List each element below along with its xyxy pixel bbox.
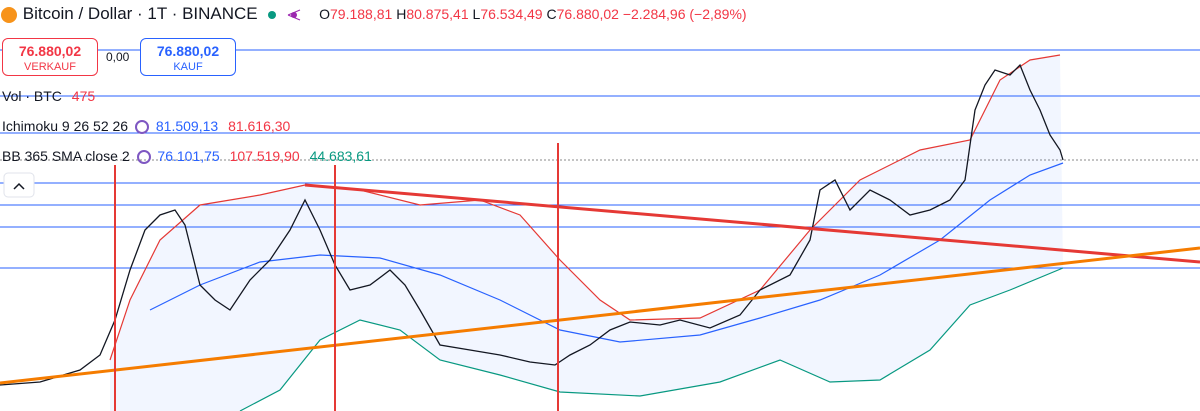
volume-legend[interactable]: Vol · BTC 475 [2, 88, 95, 104]
buy-button[interactable]: 76.880,02 KAUF [140, 38, 236, 76]
indicator-value: 475 [71, 88, 96, 104]
collapse-button[interactable] [3, 172, 35, 198]
change-value: −2.284,96 (−2,89%) [622, 6, 747, 22]
ohlc-value: 76.534,49 [480, 6, 543, 22]
symbol-title[interactable]: Bitcoin / Dollar · 1T · BINANCE [22, 4, 258, 23]
indicator-name: Ichimoku 9 26 52 26 [2, 118, 129, 134]
spread: 0,00 [106, 50, 130, 64]
bb-basis [149, 162, 1064, 343]
bb-fill [110, 55, 1063, 411]
indicator-name: Vol · BTC [2, 88, 62, 104]
indicator-value: 76.101,75 [157, 148, 220, 164]
ichimoku-legend[interactable]: Ichimoku 9 26 52 26 81.509,13 81.616,30 [2, 118, 290, 135]
ohlc-value: 80.875,41 [406, 6, 469, 22]
buy-label: KAUF [173, 61, 203, 73]
ohlc-value: 79.188,81 [330, 6, 393, 22]
trend-line-red [304, 183, 1200, 264]
ohlc-label: L [472, 6, 481, 22]
sell-label: VERKAUF [24, 61, 76, 73]
indicator-name: BB 365 SMA close 2 [2, 148, 130, 164]
indicator-value: 44.683,61 [309, 148, 372, 164]
indicator-value: 81.509,13 [155, 118, 219, 134]
indicator-icon [136, 150, 151, 165]
price-path [0, 63, 1064, 386]
btc-icon [1, 6, 17, 23]
indicator-icon [134, 120, 149, 135]
bb-upper [109, 54, 1061, 361]
status-icons[interactable] [262, 6, 308, 24]
buy-price: 76.880,02 [156, 43, 220, 59]
ohlc-label: C [546, 6, 557, 22]
sell-button[interactable]: 76.880,02 VERKAUF [2, 38, 98, 76]
indicator-value: 107.519,90 [229, 148, 300, 164]
symbol-header: Bitcoin / Dollar · 1T · BINANCE O79.188,… [0, 4, 747, 24]
indicator-value: 81.616,30 [228, 118, 291, 134]
trend-line-orange [0, 246, 1200, 385]
ohlc-label: O [319, 6, 331, 22]
sell-price: 76.880,02 [18, 43, 82, 59]
ohlc-label: H [396, 6, 407, 22]
ohlc-value: 76.880,02 [556, 6, 619, 22]
bb-legend[interactable]: BB 365 SMA close 2 76.101,75 107.519,90 … [2, 148, 372, 165]
bb-lower [239, 267, 1064, 411]
